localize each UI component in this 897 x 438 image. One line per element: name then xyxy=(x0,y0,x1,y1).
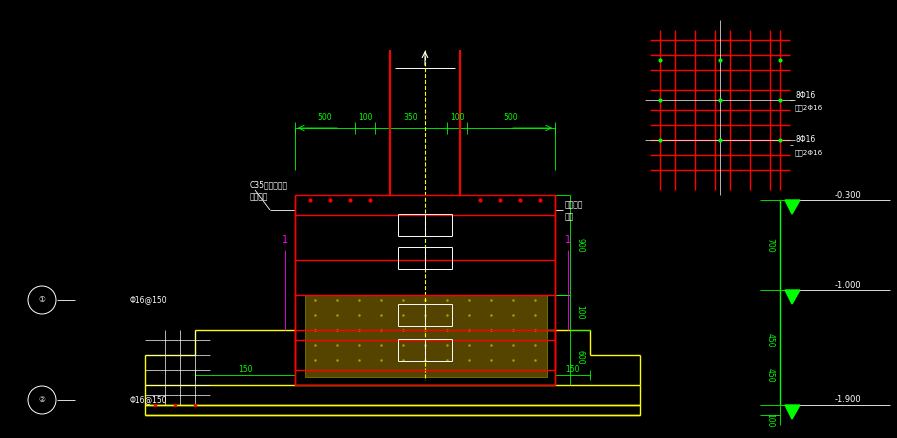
Text: ①: ① xyxy=(39,296,46,304)
Text: -1.900: -1.900 xyxy=(835,396,862,405)
Text: 500: 500 xyxy=(504,113,518,123)
Text: 600: 600 xyxy=(576,350,585,364)
Text: 内衬2Φ16: 内衬2Φ16 xyxy=(795,150,823,156)
Text: 700: 700 xyxy=(765,238,774,252)
Text: Φ16@150: Φ16@150 xyxy=(130,296,168,304)
Polygon shape xyxy=(785,200,800,214)
Bar xyxy=(295,330,555,385)
Text: 8Φ16: 8Φ16 xyxy=(795,135,815,145)
Text: 1: 1 xyxy=(565,235,571,245)
Text: 振实密实: 振实密实 xyxy=(250,192,268,201)
Text: 焊接: 焊接 xyxy=(565,212,574,222)
Polygon shape xyxy=(785,290,800,304)
Text: ②: ② xyxy=(39,396,46,405)
Text: 900: 900 xyxy=(576,238,585,252)
Text: 100: 100 xyxy=(576,305,585,319)
Text: -0.300: -0.300 xyxy=(835,191,862,199)
Text: 150: 150 xyxy=(238,365,252,374)
Bar xyxy=(305,295,547,377)
Text: 150: 150 xyxy=(565,365,579,374)
Text: Φ16@150: Φ16@150 xyxy=(130,396,168,405)
Text: 350: 350 xyxy=(404,113,418,123)
Text: -1.000: -1.000 xyxy=(835,280,862,290)
Text: 450: 450 xyxy=(765,333,774,347)
Text: 1: 1 xyxy=(282,235,288,245)
Text: 100: 100 xyxy=(449,113,465,123)
Bar xyxy=(295,195,555,370)
Text: 100: 100 xyxy=(765,413,774,427)
Text: 8Φ16: 8Φ16 xyxy=(795,91,815,99)
Text: 钢筋网片: 钢筋网片 xyxy=(565,201,584,209)
Polygon shape xyxy=(785,405,800,419)
Text: 450: 450 xyxy=(765,367,774,382)
Text: 500: 500 xyxy=(318,113,332,123)
Text: 内衬2Φ16: 内衬2Φ16 xyxy=(795,105,823,111)
Text: C35细石混凝土: C35细石混凝土 xyxy=(250,180,288,190)
Text: 100: 100 xyxy=(358,113,372,123)
